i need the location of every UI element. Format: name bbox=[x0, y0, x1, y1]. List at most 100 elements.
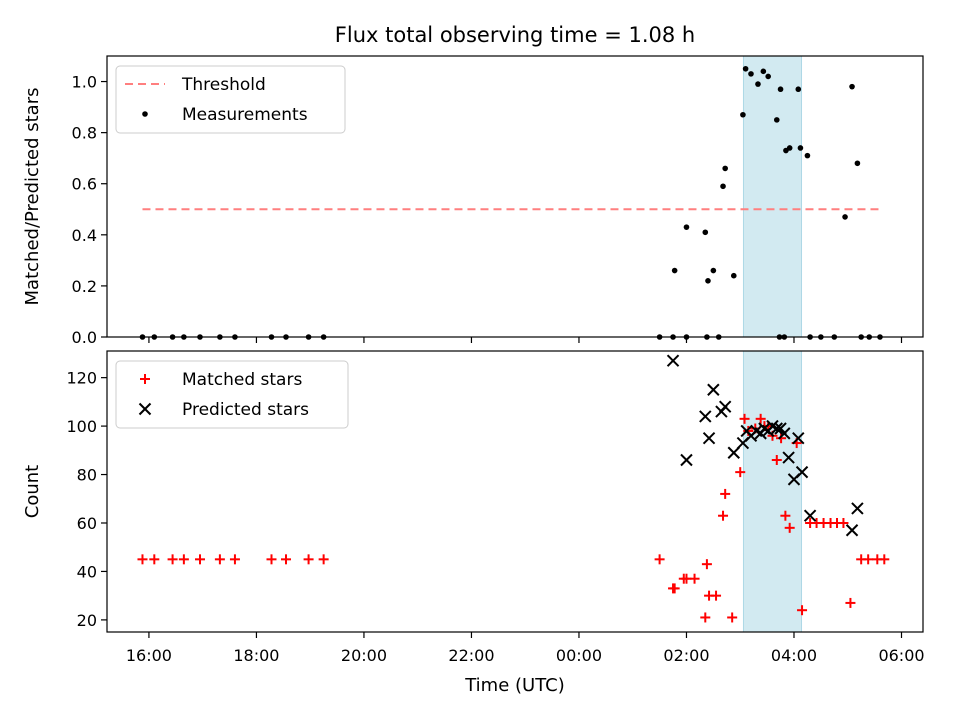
legend-label: Measurements bbox=[182, 105, 308, 125]
matched-star-point bbox=[167, 554, 178, 565]
star-count-y-axis-label: Count bbox=[22, 465, 43, 518]
legend-label: Matched stars bbox=[182, 370, 302, 390]
y-tick-label: 0.0 bbox=[72, 328, 97, 347]
flux-ratio-x-ticks bbox=[148, 337, 903, 343]
predicted-star-point bbox=[803, 509, 817, 522]
predicted-star-point bbox=[778, 427, 791, 440]
figure-title: Flux total observing time = 1.08 h bbox=[335, 23, 695, 47]
predicted-star-point bbox=[718, 400, 732, 413]
matched-star-point bbox=[194, 554, 205, 565]
matched-star-point bbox=[739, 413, 750, 424]
legend-predicted-swatch bbox=[138, 402, 152, 416]
measurement-point bbox=[854, 160, 861, 167]
matched-star-point bbox=[735, 467, 746, 478]
measurement-point bbox=[722, 165, 728, 172]
flux-ratio-legend: Threshold Measurements bbox=[115, 65, 346, 134]
matched-star-point bbox=[845, 597, 856, 608]
predicted-star-point bbox=[770, 422, 783, 435]
matched-star-point bbox=[838, 517, 849, 528]
measurement-point bbox=[742, 65, 749, 72]
matched-star-point bbox=[776, 433, 787, 444]
matched-star-point bbox=[689, 573, 700, 584]
predicted-star-point bbox=[792, 431, 805, 445]
y-tick-label: 0.2 bbox=[72, 277, 97, 296]
matched-star-point bbox=[669, 583, 680, 594]
matched-star-point bbox=[701, 559, 712, 570]
measurement-point bbox=[748, 71, 754, 77]
measurement-point bbox=[720, 183, 726, 190]
measurement-point bbox=[773, 117, 780, 123]
flux-ratio-panel: 0.0 0.2 0.4 0.6 0.8 1.0 Matched/Predicted sta… bbox=[22, 55, 924, 347]
matched-star-point bbox=[318, 554, 329, 565]
matched-star-point bbox=[720, 488, 731, 499]
predicted-star-point bbox=[666, 354, 680, 367]
predicted-star-point bbox=[699, 410, 712, 423]
x-tick-label: 00:00 bbox=[556, 646, 602, 665]
star-count-marks bbox=[137, 354, 890, 623]
matched-star-point bbox=[654, 554, 665, 565]
measurement-point bbox=[740, 111, 746, 118]
star-count-panel: 20 40 60 80 100 120 16:00 18:00 20:00 22:00 00:00… bbox=[22, 350, 925, 665]
measurement-point bbox=[671, 267, 678, 274]
x-tick-label: 22:00 bbox=[448, 646, 494, 665]
y-tick-label: 100 bbox=[66, 417, 97, 436]
measurement-point bbox=[765, 73, 771, 80]
matched-star-point bbox=[755, 413, 766, 424]
x-tick-label: 04:00 bbox=[771, 646, 817, 665]
star-count-legend: Matched stars Predicted stars bbox=[115, 360, 349, 429]
matched-star-point bbox=[266, 554, 277, 565]
legend-label: Predicted stars bbox=[182, 400, 309, 420]
measurement-point bbox=[702, 229, 709, 236]
star-count-y-ticks: 20 40 60 80 100 120 bbox=[66, 369, 107, 630]
predicted-star-point bbox=[782, 451, 795, 464]
y-tick-label: 0.8 bbox=[72, 124, 97, 143]
matched-star-point bbox=[879, 554, 890, 565]
measurement-point bbox=[760, 68, 767, 75]
observing-window-highlight bbox=[742, 350, 803, 633]
measurement-point bbox=[683, 224, 690, 230]
y-tick-label: 80 bbox=[77, 466, 97, 485]
measurement-point bbox=[710, 267, 717, 274]
x-tick-label: 16:00 bbox=[126, 646, 172, 665]
matched-star-point bbox=[137, 554, 148, 565]
matched-star-point bbox=[780, 510, 791, 521]
y-tick-label: 40 bbox=[77, 562, 97, 581]
flux-ratio-y-axis-label: Matched/Predicted stars bbox=[22, 88, 43, 306]
measurement-point bbox=[849, 83, 855, 90]
measurement-point bbox=[755, 81, 761, 87]
flux-ratio-y-ticks: 0.0 0.2 0.4 0.6 0.8 1.0 bbox=[72, 73, 107, 347]
matched-star-point bbox=[229, 554, 240, 565]
y-tick-label: 1.0 bbox=[72, 73, 97, 92]
observing-window-highlight bbox=[742, 55, 803, 338]
legend-label: Threshold bbox=[181, 75, 266, 95]
y-tick-label: 20 bbox=[77, 611, 97, 630]
time-x-ticks: 16:00 18:00 20:00 22:00 00:00 02:00 04:00 06:00 bbox=[126, 632, 925, 665]
matched-star-point bbox=[711, 590, 722, 601]
matched-star-point bbox=[281, 554, 292, 565]
y-tick-label: 120 bbox=[66, 369, 97, 388]
predicted-star-point bbox=[795, 465, 809, 479]
y-tick-label: 60 bbox=[77, 514, 97, 533]
measurement-point bbox=[705, 278, 711, 284]
predicted-star-point bbox=[845, 524, 859, 537]
measurement-point bbox=[777, 86, 784, 93]
matched-star-point bbox=[771, 455, 782, 466]
matched-star-point bbox=[303, 554, 314, 565]
measurement-point bbox=[797, 145, 804, 151]
legend-box bbox=[115, 360, 349, 429]
matched-star-point bbox=[784, 522, 795, 533]
legend-matched-swatch bbox=[140, 374, 150, 384]
matched-star-point bbox=[727, 612, 738, 623]
measurement-point bbox=[786, 145, 793, 151]
matched-star-point bbox=[700, 612, 711, 623]
matched-star-point bbox=[678, 573, 689, 584]
x-tick-label: 20:00 bbox=[341, 646, 387, 665]
measurement-point bbox=[795, 86, 802, 93]
measurement-point bbox=[842, 214, 848, 220]
measurement-point bbox=[804, 152, 811, 159]
flux-ratio-plot-frame bbox=[106, 55, 924, 338]
y-tick-label: 0.6 bbox=[72, 175, 97, 194]
x-tick-label: 02:00 bbox=[663, 646, 709, 665]
measurement-point bbox=[730, 272, 737, 279]
predicted-star-point bbox=[851, 502, 864, 515]
